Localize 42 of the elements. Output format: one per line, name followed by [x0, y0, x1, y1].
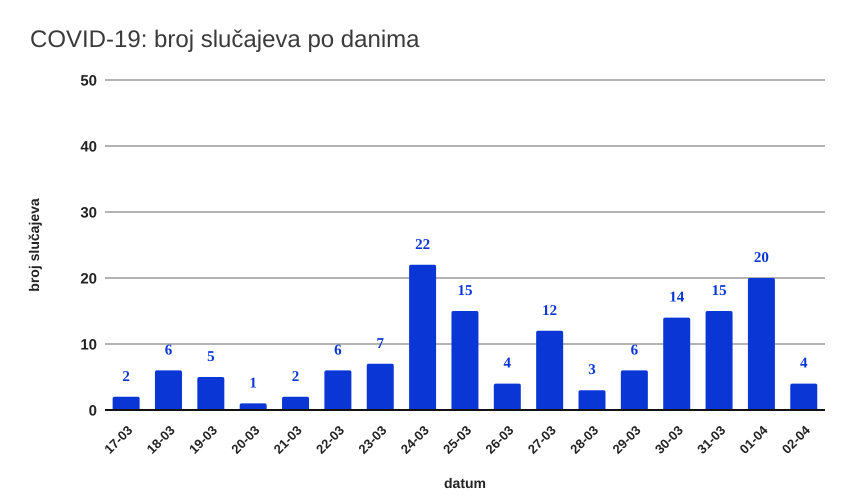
data-label: 6 — [334, 342, 342, 358]
bar — [451, 311, 478, 410]
data-label: 3 — [588, 362, 596, 378]
bar — [578, 390, 606, 410]
y-axis-title: broj slučajeva — [26, 198, 42, 292]
bar — [324, 370, 352, 410]
chart-title: COVID-19: broj slučajeva po danima — [30, 26, 420, 54]
x-axis-title: datum — [444, 474, 486, 491]
bar — [197, 377, 224, 410]
bar — [112, 396, 140, 410]
y-tick-label: 20 — [80, 270, 97, 288]
y-tick-label: 40 — [80, 138, 97, 156]
data-label: 14 — [669, 290, 685, 306]
bar — [282, 396, 310, 410]
data-label: 5 — [207, 349, 215, 365]
data-label: 6 — [164, 342, 173, 358]
bar — [663, 318, 690, 410]
bar — [494, 384, 521, 410]
data-label: 2 — [292, 368, 300, 385]
data-label: 20 — [754, 250, 769, 266]
y-tick-label: 30 — [80, 204, 97, 222]
data-label: 7 — [376, 336, 384, 352]
bar — [790, 384, 818, 410]
data-label: 15 — [457, 283, 472, 299]
data-label: 22 — [415, 236, 430, 253]
bar — [536, 330, 564, 410]
bar — [409, 264, 436, 410]
data-label: 2 — [122, 368, 130, 385]
data-label: 12 — [542, 302, 558, 319]
data-label: 1 — [249, 375, 257, 392]
data-label: 6 — [630, 342, 639, 358]
data-label: 15 — [712, 283, 727, 299]
bar — [620, 370, 648, 410]
bar — [366, 364, 394, 410]
y-tick-label: 10 — [80, 336, 97, 354]
bar — [748, 278, 775, 410]
data-label: 4 — [504, 356, 512, 372]
y-tick-label: 0 — [88, 402, 97, 420]
y-tick-label: 50 — [80, 72, 97, 90]
bar — [154, 370, 182, 410]
data-label: 4 — [800, 356, 808, 372]
bar — [706, 311, 733, 410]
